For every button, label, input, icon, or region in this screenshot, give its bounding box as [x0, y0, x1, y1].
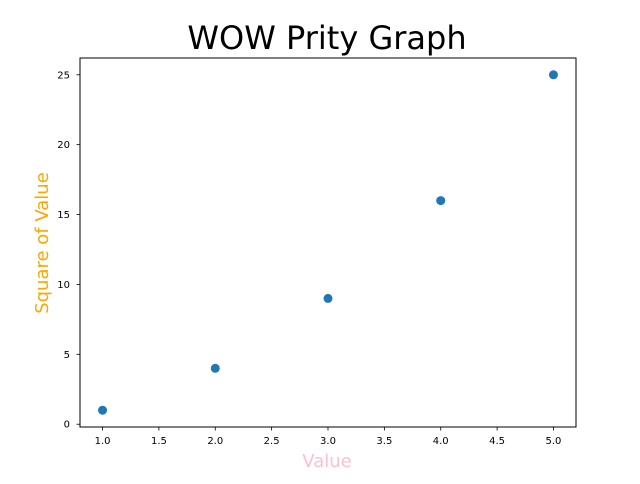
y-tick-label: 5: [64, 350, 70, 361]
y-tick-label: 0: [64, 420, 70, 431]
x-tick-label: 2.0: [207, 436, 223, 447]
x-tick-label: 4.5: [489, 436, 505, 447]
x-tick-label: 5.0: [546, 436, 562, 447]
x-axis-ticks: 1.0 1.5 2.0 2.5 3.0 3.5 4.0 4.5 5.0: [95, 427, 562, 447]
plot-area: [79, 57, 577, 428]
data-point: [98, 405, 108, 415]
y-tick-label: 25: [57, 70, 70, 81]
data-point: [210, 363, 220, 373]
x-axis-label: Value: [302, 451, 351, 472]
y-tick-label: 15: [57, 210, 70, 221]
x-tick-label: 4.0: [433, 436, 449, 447]
x-tick-label: 3.5: [376, 436, 392, 447]
data-points: [98, 70, 558, 415]
data-point: [323, 293, 333, 303]
x-tick-label: 1.5: [151, 436, 167, 447]
x-tick-label: 1.0: [95, 436, 111, 447]
data-point: [436, 196, 446, 206]
y-tick-label: 20: [57, 140, 70, 151]
x-tick-label: 3.0: [320, 436, 336, 447]
y-axis-ticks: 0 5 10 15 20 25: [57, 70, 80, 431]
y-axis-label: Square of Value: [32, 172, 53, 314]
x-tick-label: 2.5: [264, 436, 280, 447]
y-tick-label: 10: [57, 280, 70, 291]
chart-title: WOW Prity Graph: [187, 19, 466, 57]
data-point: [548, 70, 558, 80]
